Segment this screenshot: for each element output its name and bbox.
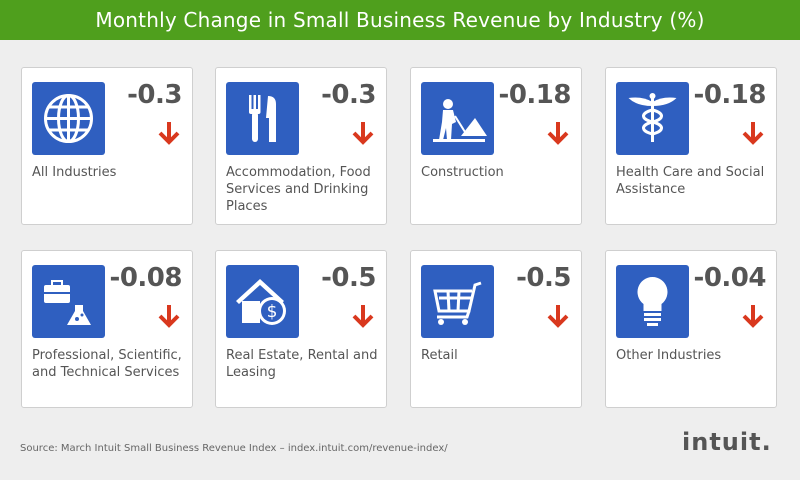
industry-label: Construction: [421, 165, 504, 180]
arrow-down-icon: [352, 122, 374, 145]
source-note: Source: March Intuit Small Business Reve…: [20, 443, 448, 454]
industry-card: -0.04 Other Industries: [605, 250, 777, 408]
industry-label: All Industries: [32, 165, 117, 180]
industry-card: -0.5 Retail: [410, 250, 582, 408]
industry-label: Other Industries: [616, 348, 722, 363]
change-value: -0.5: [321, 263, 376, 293]
caduceus-icon: [616, 82, 689, 155]
industry-card: -0.3 Accommodation, Food Services and Dr…: [215, 67, 387, 225]
svg-text:$: $: [267, 302, 278, 322]
globe-icon: [32, 82, 105, 155]
change-value: -0.08: [109, 263, 183, 293]
industry-card: -0.18 Health Care and Social Assistance: [605, 67, 777, 225]
industry-card: -0.18 Construction: [410, 67, 582, 225]
shopping-cart-icon: [421, 265, 494, 338]
change-value: -0.18: [498, 80, 572, 110]
fork-knife-icon: [226, 82, 299, 155]
change-value: -0.5: [516, 263, 571, 293]
construction-worker-icon: [421, 82, 494, 155]
change-value: -0.3: [127, 80, 182, 110]
industry-label: Retail: [421, 348, 458, 363]
arrow-down-icon: [742, 122, 764, 145]
intuit-logo: intuit.: [682, 428, 772, 456]
change-value: -0.18: [693, 80, 767, 110]
arrow-down-icon: [158, 305, 180, 328]
industry-card: $ -0.5 Real Estate, Rental and Leasing: [215, 250, 387, 408]
arrow-down-icon: [158, 122, 180, 145]
arrow-down-icon: [547, 305, 569, 328]
industry-label: Health Care and Social Assistance: [616, 165, 765, 197]
industry-card: -0.08 Professional, Scientific, and Tech…: [21, 250, 193, 408]
industry-label: Real Estate, Rental and Leasing: [226, 348, 378, 380]
house-dollar-icon: $: [226, 265, 299, 338]
industry-label: Professional, Scientific, and Technical …: [32, 348, 182, 380]
arrow-down-icon: [547, 122, 569, 145]
arrow-down-icon: [742, 305, 764, 328]
change-value: -0.04: [693, 263, 767, 293]
lightbulb-icon: [616, 265, 689, 338]
industry-label: Accommodation, Food Services and Drinkin…: [226, 165, 371, 214]
briefcase-flask-icon: [32, 265, 105, 338]
change-value: -0.3: [321, 80, 376, 110]
arrow-down-icon: [352, 305, 374, 328]
page-title: Monthly Change in Small Business Revenue…: [0, 0, 800, 40]
industry-card: -0.3 All Industries: [21, 67, 193, 225]
